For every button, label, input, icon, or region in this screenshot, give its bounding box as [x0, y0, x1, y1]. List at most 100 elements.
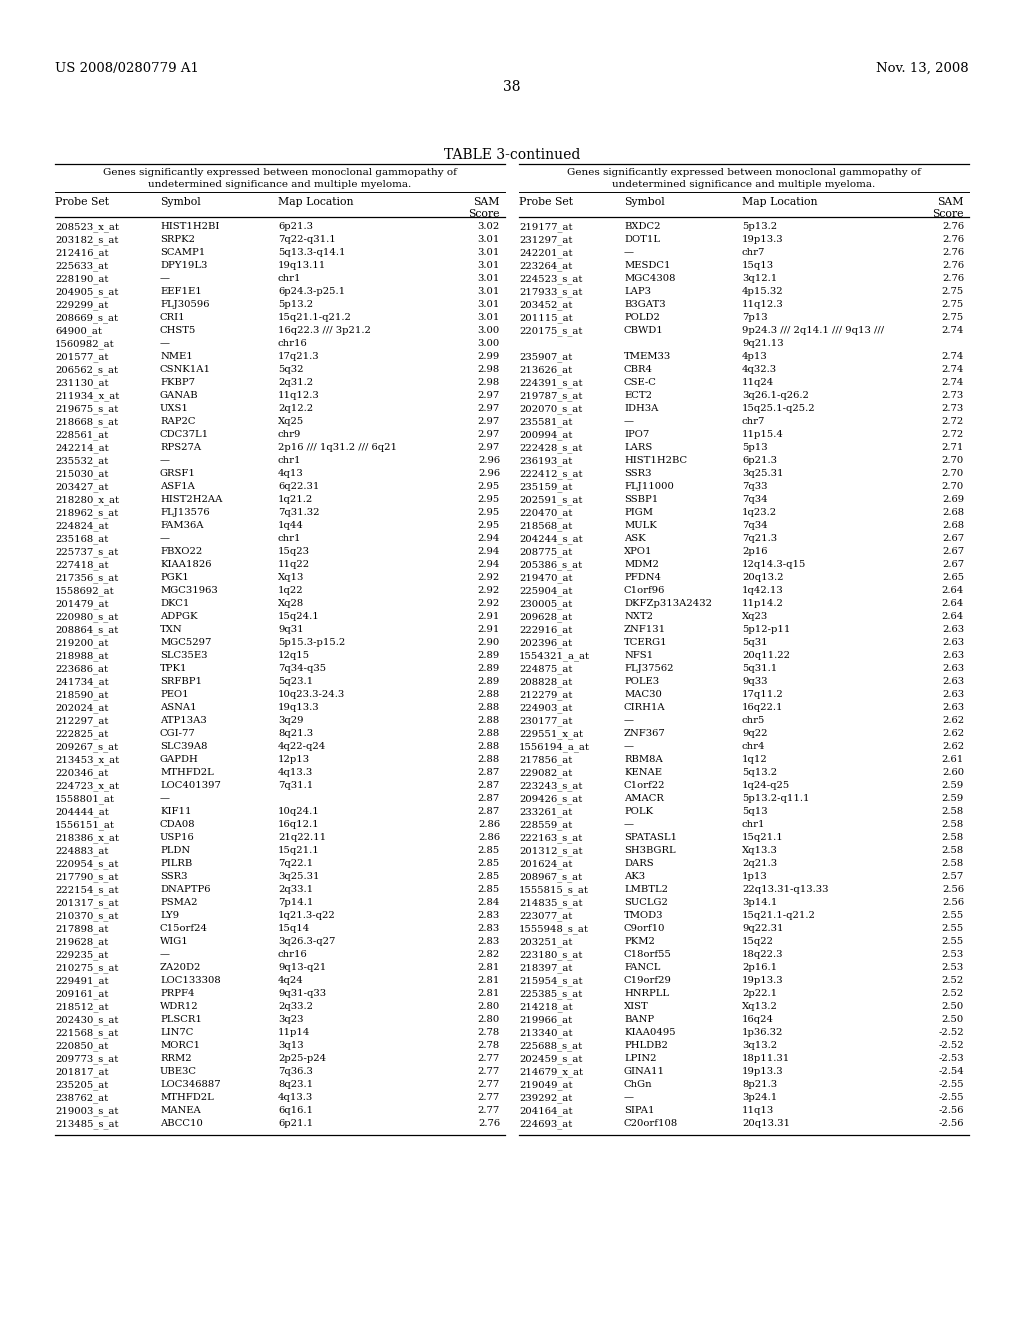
- Text: 218280_x_at: 218280_x_at: [55, 495, 119, 504]
- Text: -2.54: -2.54: [938, 1067, 964, 1076]
- Text: Nov. 13, 2008: Nov. 13, 2008: [877, 62, 969, 75]
- Text: FANCL: FANCL: [624, 964, 660, 972]
- Text: 205386_s_at: 205386_s_at: [519, 560, 582, 570]
- Text: 7q33: 7q33: [742, 482, 768, 491]
- Text: 2.61: 2.61: [942, 755, 964, 764]
- Text: 223077_at: 223077_at: [519, 911, 572, 920]
- Text: 218397_at: 218397_at: [519, 964, 572, 973]
- Text: 2.97: 2.97: [478, 391, 500, 400]
- Text: 19p13.3: 19p13.3: [742, 975, 783, 985]
- Text: 11q13: 11q13: [742, 1106, 774, 1115]
- Text: 219628_at: 219628_at: [55, 937, 109, 946]
- Text: 15q21.1: 15q21.1: [278, 846, 319, 855]
- Text: 2p25-p24: 2p25-p24: [278, 1053, 326, 1063]
- Text: 5q13: 5q13: [742, 807, 768, 816]
- Text: 229082_at: 229082_at: [519, 768, 572, 777]
- Text: 2.88: 2.88: [478, 729, 500, 738]
- Text: 3p24.1: 3p24.1: [742, 1093, 777, 1102]
- Text: 4p13: 4p13: [742, 352, 768, 360]
- Text: —: —: [160, 275, 170, 282]
- Text: B3GAT3: B3GAT3: [624, 300, 666, 309]
- Text: 2.87: 2.87: [478, 807, 500, 816]
- Text: XIST: XIST: [624, 1002, 649, 1011]
- Text: 2.81: 2.81: [477, 975, 500, 985]
- Text: 5p13.2: 5p13.2: [742, 222, 777, 231]
- Text: 2.67: 2.67: [942, 560, 964, 569]
- Text: 201317_s_at: 201317_s_at: [55, 898, 119, 908]
- Text: 228190_at: 228190_at: [55, 275, 109, 284]
- Text: C9orf10: C9orf10: [624, 924, 666, 933]
- Text: ABCC10: ABCC10: [160, 1119, 203, 1129]
- Text: 208669_s_at: 208669_s_at: [55, 313, 118, 322]
- Text: 12p13: 12p13: [278, 755, 310, 764]
- Text: 2.70: 2.70: [942, 455, 964, 465]
- Text: Xq13.2: Xq13.2: [742, 1002, 778, 1011]
- Text: 2q33.1: 2q33.1: [278, 884, 313, 894]
- Text: 5p13.2: 5p13.2: [278, 300, 313, 309]
- Text: chr1: chr1: [278, 275, 301, 282]
- Text: 2.92: 2.92: [478, 586, 500, 595]
- Text: 212279_at: 212279_at: [519, 690, 572, 700]
- Text: 4q13: 4q13: [278, 469, 304, 478]
- Text: 2.98: 2.98: [478, 378, 500, 387]
- Text: 2.63: 2.63: [942, 651, 964, 660]
- Text: FKBP7: FKBP7: [160, 378, 195, 387]
- Text: C20orf108: C20orf108: [624, 1119, 678, 1129]
- Text: 20q11.22: 20q11.22: [742, 651, 790, 660]
- Text: 204164_at: 204164_at: [519, 1106, 572, 1115]
- Text: NME1: NME1: [160, 352, 193, 360]
- Text: 2.78: 2.78: [478, 1028, 500, 1038]
- Text: 20q13.2: 20q13.2: [742, 573, 783, 582]
- Text: 235168_at: 235168_at: [55, 535, 109, 544]
- Text: 2.77: 2.77: [478, 1106, 500, 1115]
- Text: 2.77: 2.77: [478, 1067, 500, 1076]
- Text: HNRPLL: HNRPLL: [624, 989, 669, 998]
- Text: 5p15.3-p15.2: 5p15.3-p15.2: [278, 638, 345, 647]
- Text: 2.77: 2.77: [478, 1080, 500, 1089]
- Text: 219675_s_at: 219675_s_at: [55, 404, 118, 413]
- Text: 224723_x_at: 224723_x_at: [55, 781, 119, 791]
- Text: ZNF131: ZNF131: [624, 624, 667, 634]
- Text: 2.91: 2.91: [477, 624, 500, 634]
- Text: 224824_at: 224824_at: [55, 521, 109, 531]
- Text: 2.92: 2.92: [478, 573, 500, 582]
- Text: 220175_s_at: 220175_s_at: [519, 326, 583, 335]
- Text: ADPGK: ADPGK: [160, 612, 198, 620]
- Text: -2.56: -2.56: [939, 1119, 964, 1129]
- Text: 2.58: 2.58: [942, 820, 964, 829]
- Text: chr5: chr5: [742, 715, 765, 725]
- Text: 2.89: 2.89: [478, 677, 500, 686]
- Text: DNAPTP6: DNAPTP6: [160, 884, 211, 894]
- Text: 7p14.1: 7p14.1: [278, 898, 313, 907]
- Text: 2.58: 2.58: [942, 807, 964, 816]
- Text: 21q22.11: 21q22.11: [278, 833, 326, 842]
- Text: 2.92: 2.92: [478, 599, 500, 609]
- Text: Map Location: Map Location: [278, 197, 353, 207]
- Text: 1q24-q25: 1q24-q25: [742, 781, 791, 789]
- Text: 201479_at: 201479_at: [55, 599, 109, 609]
- Text: 15q25.1-q25.2: 15q25.1-q25.2: [742, 404, 816, 413]
- Text: 203452_at: 203452_at: [519, 300, 572, 310]
- Text: —: —: [160, 339, 170, 348]
- Text: 219177_at: 219177_at: [519, 222, 572, 232]
- Text: 7q31.32: 7q31.32: [278, 508, 319, 517]
- Text: PLSCR1: PLSCR1: [160, 1015, 202, 1024]
- Text: 218590_at: 218590_at: [55, 690, 109, 700]
- Text: DKC1: DKC1: [160, 599, 189, 609]
- Text: 6p24.3-p25.1: 6p24.3-p25.1: [278, 286, 345, 296]
- Text: KIAA0495: KIAA0495: [624, 1028, 676, 1038]
- Text: —: —: [624, 1093, 634, 1102]
- Text: 1q44: 1q44: [278, 521, 304, 531]
- Text: ASNA1: ASNA1: [160, 704, 197, 711]
- Text: 18q22.3: 18q22.3: [742, 950, 783, 960]
- Text: 22q13.31-q13.33: 22q13.31-q13.33: [742, 884, 828, 894]
- Text: 231130_at: 231130_at: [55, 378, 109, 388]
- Text: 2.94: 2.94: [477, 546, 500, 556]
- Text: 5q23.1: 5q23.1: [278, 677, 313, 686]
- Text: ZNF367: ZNF367: [624, 729, 666, 738]
- Text: Xq28: Xq28: [278, 599, 304, 609]
- Text: 203182_s_at: 203182_s_at: [55, 235, 119, 244]
- Text: SRPK2: SRPK2: [160, 235, 195, 244]
- Text: 2.97: 2.97: [478, 430, 500, 440]
- Text: 3.01: 3.01: [477, 261, 500, 271]
